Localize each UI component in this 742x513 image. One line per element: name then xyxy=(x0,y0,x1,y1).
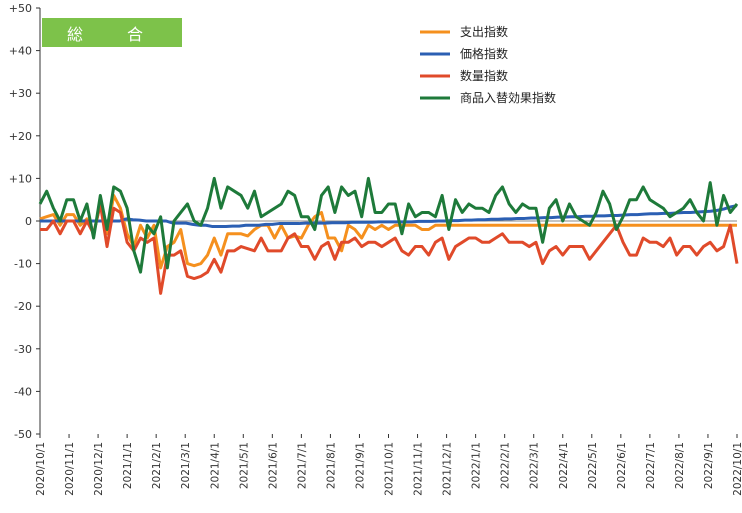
x-tick-label: 2022/3/1 xyxy=(529,442,541,489)
series-line xyxy=(40,202,739,295)
x-tick-label: 2021/11/1 xyxy=(413,442,425,496)
y-tick-label: +50 xyxy=(9,2,32,15)
x-tick-label: 2021/2/1 xyxy=(151,442,163,489)
x-tick-label: 2021/10/1 xyxy=(384,442,396,496)
x-tick-label: 2022/7/1 xyxy=(645,442,657,489)
y-tick-label: +30 xyxy=(9,87,32,100)
legend-label: 支出指数 xyxy=(460,24,508,39)
x-tick-label: 2020/11/1 xyxy=(64,442,76,496)
legend-label: 数量指数 xyxy=(460,68,508,83)
x-tick-label: 2022/10/1 xyxy=(732,442,742,496)
x-tick-label: 2020/10/1 xyxy=(35,442,47,496)
x-tick-label: 2021/6/1 xyxy=(267,442,279,489)
series-line xyxy=(38,176,739,274)
x-tick-label: 2022/4/1 xyxy=(558,442,570,489)
y-tick-label: -10 xyxy=(14,258,32,271)
x-tick-label: 2022/9/1 xyxy=(703,442,715,489)
x-tick-label: 2021/9/1 xyxy=(354,442,366,489)
legend-label: 商品入替効果指数 xyxy=(460,90,556,105)
x-tick-label: 2021/7/1 xyxy=(296,442,308,489)
x-tick-label: 2021/8/1 xyxy=(325,442,337,489)
legend-label: 価格指数 xyxy=(460,46,508,61)
x-tick-label: 2022/6/1 xyxy=(616,442,628,489)
y-tick-label: +20 xyxy=(9,130,32,143)
chart-title-badge: 総 合 xyxy=(42,18,182,47)
y-tick-label: +10 xyxy=(9,172,32,185)
x-tick-label: 2022/5/1 xyxy=(587,442,599,489)
x-tick-label: 2022/8/1 xyxy=(674,442,686,489)
series-line xyxy=(39,193,737,270)
y-tick-label: -20 xyxy=(14,300,32,313)
x-tick-label: 2022/2/1 xyxy=(500,442,512,489)
y-tick-label: 0 xyxy=(25,215,32,228)
x-tick-label: 2022/1/1 xyxy=(471,442,483,489)
y-tick-label: -50 xyxy=(14,428,32,441)
y-tick-label: +40 xyxy=(9,45,32,58)
x-tick-label: 2020/12/1 xyxy=(93,442,105,496)
x-tick-label: 2021/4/1 xyxy=(209,442,221,489)
y-tick-label: -30 xyxy=(14,343,32,356)
series-line xyxy=(40,204,738,229)
y-tick-label: -40 xyxy=(14,385,32,398)
x-tick-label: 2021/5/1 xyxy=(238,442,250,489)
x-tick-label: 2021/12/1 xyxy=(442,442,454,496)
x-tick-label: 2021/3/1 xyxy=(180,442,192,489)
x-tick-label: 2021/1/1 xyxy=(122,442,134,489)
